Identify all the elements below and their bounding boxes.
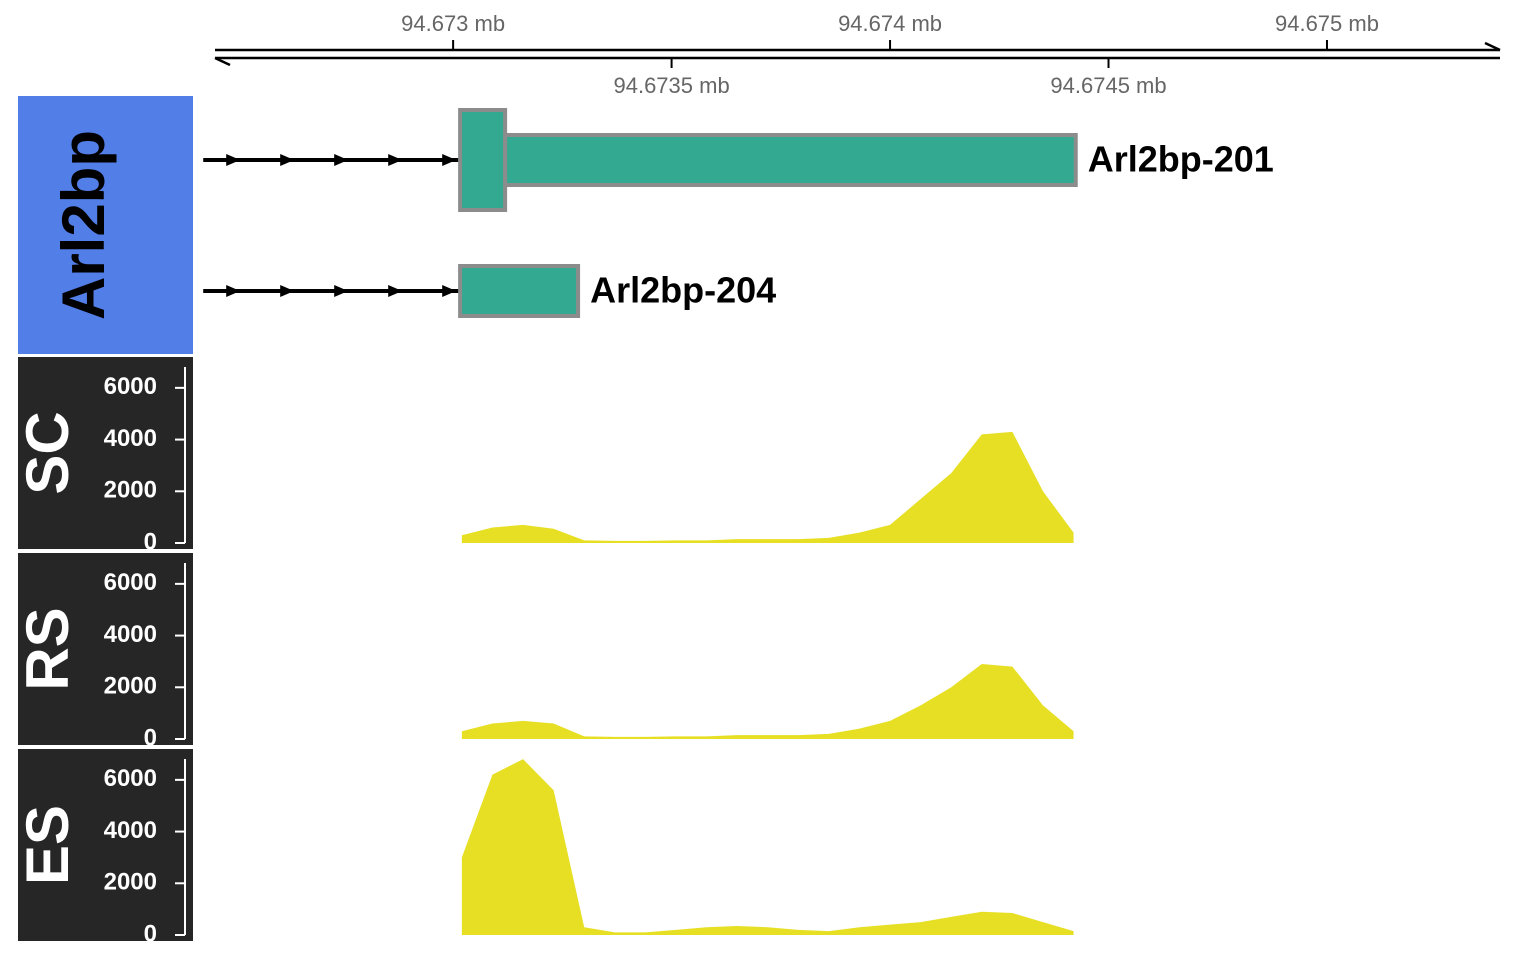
track-title: ES (14, 805, 81, 885)
y-tick-label: 0 (144, 724, 157, 751)
y-tick-label: 4000 (104, 425, 157, 452)
y-tick-label: 6000 (104, 373, 157, 400)
strand-arrow (334, 285, 349, 297)
track-title: SC (14, 411, 81, 494)
track-title-bg (18, 357, 193, 549)
coverage-area (461, 664, 1074, 739)
strand-arrow (334, 154, 349, 166)
y-tick-label: 2000 (104, 673, 157, 700)
x-tick-label: 94.6745 mb (1050, 73, 1166, 98)
track-title: RS (14, 607, 81, 690)
strand-arrow (388, 285, 403, 297)
strand-arrow (388, 154, 403, 166)
coverage-area (461, 759, 1074, 935)
y-tick-label: 0 (144, 920, 157, 947)
axis-arrow (214, 41, 1501, 67)
track-title: Arl2bp (50, 130, 117, 320)
strand-arrow (226, 285, 241, 297)
transcript-label: Arl2bp-204 (590, 270, 776, 311)
coverage-area (461, 431, 1074, 543)
track-title-bg (18, 96, 193, 354)
exon (458, 108, 508, 212)
track-title-bg (18, 749, 193, 941)
track-title-bg (18, 553, 193, 745)
strand-arrow (226, 154, 241, 166)
exon (458, 264, 581, 318)
y-tick-label: 6000 (104, 765, 157, 792)
y-tick-label: 2000 (104, 869, 157, 896)
x-tick-label: 94.674 mb (838, 11, 942, 36)
y-tick-label: 0 (144, 528, 157, 555)
y-tick-label: 2000 (104, 477, 157, 504)
x-tick-label: 94.673 mb (401, 11, 505, 36)
x-tick-label: 94.675 mb (1275, 11, 1379, 36)
y-tick-label: 4000 (104, 621, 157, 648)
strand-arrow (442, 154, 457, 166)
x-tick-label: 94.6735 mb (613, 73, 729, 98)
exon (503, 133, 1078, 187)
strand-arrow (442, 285, 457, 297)
transcript-label: Arl2bp-201 (1088, 139, 1274, 180)
strand-arrow (280, 285, 295, 297)
strand-arrow (280, 154, 295, 166)
y-tick-label: 6000 (104, 569, 157, 596)
y-tick-label: 4000 (104, 817, 157, 844)
